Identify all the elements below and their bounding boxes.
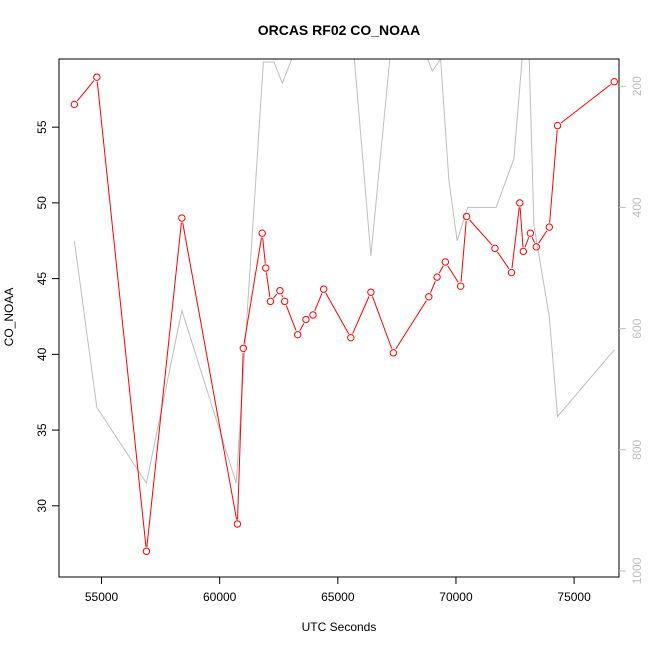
y-tick-label: 40 (35, 347, 49, 361)
primary-series-segment (273, 293, 278, 299)
chart-title: ORCAS RF02 CO_NOAA (258, 22, 421, 38)
data-point (239, 344, 248, 352)
primary-series-segment (299, 323, 305, 331)
primary-series-segment (531, 237, 535, 243)
primary-series-segment (371, 296, 393, 349)
primary-series-segment (243, 237, 262, 344)
primary-series-segment (497, 251, 510, 270)
right-tick-label: 800 (630, 439, 644, 459)
primary-series-segment (511, 207, 520, 269)
data-point (532, 243, 540, 251)
data-point (233, 520, 242, 528)
y-axis: 30 35 40 45 50 55 (35, 120, 59, 512)
y-tick-label: 30 (35, 499, 49, 513)
primary-series-segment (469, 219, 493, 246)
data-point (266, 297, 275, 306)
primary-series-segment (182, 222, 238, 520)
y-tick-label: 35 (35, 423, 49, 437)
data-point (280, 297, 289, 306)
primary-series-segment (76, 80, 95, 102)
data-point (456, 282, 465, 290)
right-tick-label: 400 (630, 197, 644, 217)
data-point (276, 287, 284, 295)
primary-series-segment (325, 292, 350, 335)
x-tick-label: 65000 (321, 590, 355, 604)
primary-series-segment (460, 220, 467, 282)
y-tick-label: 50 (35, 196, 49, 210)
primary-series-segment (395, 300, 427, 350)
data-point (93, 73, 101, 81)
secondary-series-line (73, 59, 615, 485)
data-point (516, 199, 524, 207)
x-tick-label: 60000 (203, 590, 237, 604)
x-axis-label: UTC Seconds (302, 620, 377, 634)
primary-series-segment (281, 294, 284, 298)
data-point (319, 285, 328, 293)
primary-series-segment (96, 81, 147, 547)
data-point (293, 330, 302, 339)
primary-series-segment (524, 237, 530, 248)
right-axis: 200 400 600 800 1000 (619, 76, 644, 584)
data-point (309, 311, 317, 319)
data-point (507, 268, 516, 277)
y-axis-label: CO_NOAA (2, 288, 16, 347)
primary-series-segment (285, 305, 297, 331)
data-point (462, 212, 471, 221)
data-point (441, 258, 450, 266)
plot-frame (58, 58, 620, 578)
x-axis: 55000 60000 65000 70000 75000 (85, 577, 591, 604)
data-point (347, 333, 355, 342)
primary-series-segment (438, 265, 444, 274)
data-point (519, 247, 528, 256)
primary-series-segment (237, 352, 244, 520)
right-tick-label: 200 (630, 76, 644, 96)
primary-series-segment (430, 281, 436, 293)
right-tick-label: 1000 (630, 557, 644, 584)
secondary-series-layer (73, 59, 615, 485)
data-point (491, 244, 499, 253)
y-tick-label: 55 (35, 120, 49, 134)
primary-series-segment (262, 237, 266, 264)
primary-series-segment (560, 84, 612, 124)
data-point (553, 121, 562, 130)
primary-series-segment (549, 130, 558, 223)
data-point (302, 315, 310, 324)
x-tick-label: 75000 (557, 590, 591, 604)
primary-series-layer (70, 73, 618, 555)
data-point (178, 214, 186, 222)
data-point (258, 229, 266, 237)
data-point (526, 229, 535, 237)
primary-series-segment (447, 265, 459, 283)
x-tick-label: 70000 (439, 590, 473, 604)
right-tick-label: 600 (630, 318, 644, 338)
data-point (433, 273, 441, 281)
data-point (262, 264, 270, 272)
data-point (610, 78, 618, 86)
primary-series-segment (146, 222, 182, 547)
data-point (389, 349, 398, 357)
primary-series-segment (519, 207, 524, 247)
data-point (425, 293, 433, 301)
primary-series-segment (538, 230, 548, 244)
data-point (70, 100, 79, 109)
data-point (367, 288, 375, 296)
x-tick-label: 55000 (85, 590, 119, 604)
data-point (142, 547, 151, 555)
data-point (545, 223, 553, 231)
primary-series-segment (352, 296, 370, 334)
primary-series-segment (314, 293, 323, 312)
y-tick-label: 45 (35, 272, 49, 286)
primary-series-segment (265, 272, 271, 297)
